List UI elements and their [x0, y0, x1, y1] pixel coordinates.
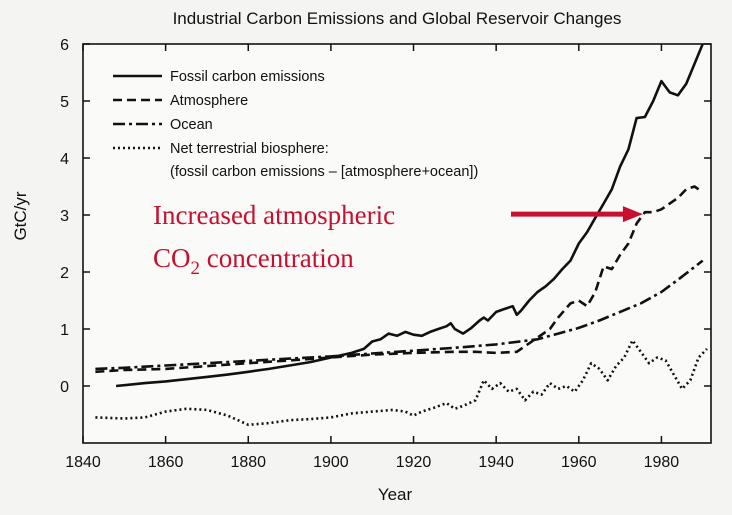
legend-label-atmosphere: Atmosphere: [170, 93, 248, 109]
annotation-concentration: concentration: [200, 243, 354, 273]
annotation-co: CO: [153, 243, 191, 273]
x-tick-label: 1900: [313, 454, 349, 471]
y-tick-label: 1: [60, 322, 69, 339]
annotation-arrow-head: [622, 206, 643, 223]
legend: Fossil carbon emissions Atmosphere Ocean…: [113, 69, 478, 180]
y-tick-label: 3: [60, 208, 69, 225]
annotation-subscript: 2: [191, 258, 201, 279]
x-axis: 1840 1860 1880 1900 1920 1940 1960 1980: [65, 44, 679, 471]
series-layer: [95, 43, 708, 427]
annotation-line-1: Increased atmospheric: [153, 200, 395, 230]
series-line-dashed: [95, 185, 704, 374]
y-axis: 0 1 2 3 4 5 6: [60, 37, 711, 396]
legend-label-fossil: Fossil carbon emissions: [170, 69, 325, 85]
legend-label-biosphere: Net terrestrial biosphere:: [170, 141, 329, 157]
annotation-line-2: CO2 concentration: [153, 243, 354, 279]
y-tick-label: 5: [60, 94, 69, 111]
x-tick-label: 1840: [65, 454, 101, 471]
series-line-dotted: [95, 339, 708, 427]
series-line-dash-dot: [95, 259, 704, 371]
plot-frame: [82, 43, 712, 444]
y-tick-label: 4: [60, 151, 69, 168]
y-axis-label: GtC/yr: [11, 191, 30, 240]
x-tick-label: 1980: [644, 454, 680, 471]
annotation: Increased atmospheric CO2 concentration: [153, 200, 643, 279]
y-tick-label: 2: [60, 265, 69, 282]
y-tick-label: 0: [60, 379, 69, 396]
chart-title: Industrial Carbon Emissions and Global R…: [173, 9, 622, 28]
x-tick-label: 1940: [478, 454, 514, 471]
legend-note-biosphere: (fossil carbon emissions – [atmosphere+o…: [170, 164, 478, 180]
series-line-solid: [115, 43, 704, 388]
x-tick-label: 1880: [230, 454, 266, 471]
x-axis-label: Year: [378, 485, 413, 504]
legend-label-ocean: Ocean: [170, 117, 213, 133]
x-tick-label: 1960: [561, 454, 597, 471]
x-tick-label: 1920: [396, 454, 432, 471]
y-tick-label: 6: [60, 37, 69, 54]
x-tick-label: 1860: [148, 454, 184, 471]
